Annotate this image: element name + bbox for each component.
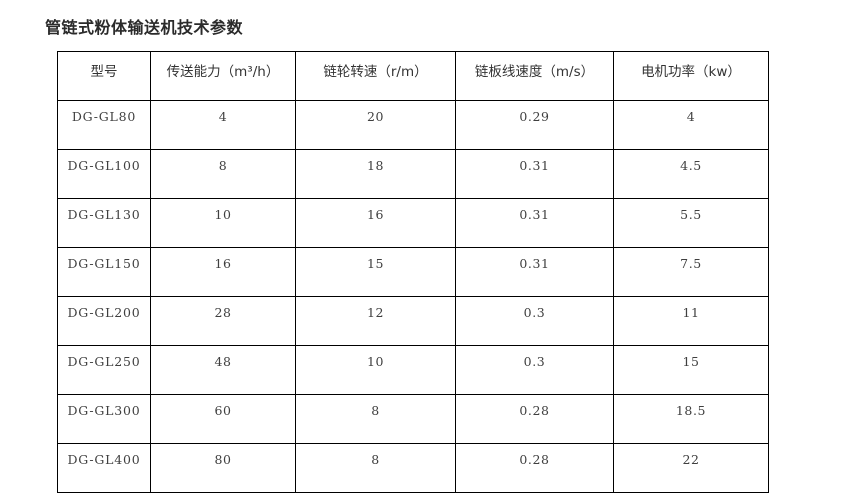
cell-model: DG-GL80 [57, 100, 151, 150]
cell-motor-power: 11 [613, 296, 769, 346]
column-header-model: 型号 [57, 51, 151, 101]
cell-linear-speed: 0.31 [455, 198, 614, 248]
cell-linear-speed: 0.29 [455, 100, 614, 150]
table-row: DG-GL100 8 18 0.31 4.5 [57, 149, 769, 199]
column-header-sprocket-speed: 链轮转速（r/m） [295, 51, 456, 101]
table-row: DG-GL80 4 20 0.29 4 [57, 100, 769, 150]
cell-capacity: 16 [150, 247, 296, 297]
table-row: DG-GL300 60 8 0.28 18.5 [57, 394, 769, 444]
table-row: DG-GL130 10 16 0.31 5.5 [57, 198, 769, 248]
cell-linear-speed: 0.28 [455, 443, 614, 493]
table-row: DG-GL200 28 12 0.3 11 [57, 296, 769, 346]
column-header-capacity: 传送能力（m³/h） [150, 51, 296, 101]
cell-sprocket-speed: 8 [295, 443, 456, 493]
cell-model: DG-GL100 [57, 149, 151, 199]
document-page: 管链式粉体输送机技术参数 型号 传送能力（m³/h） 链轮转速（r/m） 链板线… [45, 18, 769, 493]
spec-table-container: 型号 传送能力（m³/h） 链轮转速（r/m） 链板线速度（m/s） 电机功率（… [57, 51, 769, 493]
cell-model: DG-GL300 [57, 394, 151, 444]
cell-linear-speed: 0.28 [455, 394, 614, 444]
cell-capacity: 48 [150, 345, 296, 395]
cell-capacity: 60 [150, 394, 296, 444]
cell-linear-speed: 0.3 [455, 296, 614, 346]
column-header-linear-speed: 链板线速度（m/s） [455, 51, 614, 101]
cell-sprocket-speed: 18 [295, 149, 456, 199]
cell-motor-power: 22 [613, 443, 769, 493]
cell-model: DG-GL150 [57, 247, 151, 297]
table-row: DG-GL250 48 10 0.3 15 [57, 345, 769, 395]
table-row: DG-GL150 16 15 0.31 7.5 [57, 247, 769, 297]
cell-sprocket-speed: 12 [295, 296, 456, 346]
cell-sprocket-speed: 16 [295, 198, 456, 248]
cell-linear-speed: 0.31 [455, 149, 614, 199]
cell-motor-power: 5.5 [613, 198, 769, 248]
table-row: DG-GL400 80 8 0.28 22 [57, 443, 769, 493]
cell-sprocket-speed: 8 [295, 394, 456, 444]
cell-motor-power: 7.5 [613, 247, 769, 297]
cell-model: DG-GL250 [57, 345, 151, 395]
table-header: 型号 传送能力（m³/h） 链轮转速（r/m） 链板线速度（m/s） 电机功率（… [57, 51, 769, 101]
cell-sprocket-speed: 10 [295, 345, 456, 395]
cell-sprocket-speed: 15 [295, 247, 456, 297]
page-title: 管链式粉体输送机技术参数 [45, 18, 244, 37]
table-header-row: 型号 传送能力（m³/h） 链轮转速（r/m） 链板线速度（m/s） 电机功率（… [57, 51, 769, 101]
cell-motor-power: 4.5 [613, 149, 769, 199]
cell-sprocket-speed: 20 [295, 100, 456, 150]
cell-model: DG-GL400 [57, 443, 151, 493]
cell-capacity: 4 [150, 100, 296, 150]
cell-motor-power: 15 [613, 345, 769, 395]
cell-capacity: 8 [150, 149, 296, 199]
cell-motor-power: 18.5 [613, 394, 769, 444]
cell-model: DG-GL130 [57, 198, 151, 248]
column-header-motor-power: 电机功率（kw） [613, 51, 769, 101]
table-body: DG-GL80 4 20 0.29 4 DG-GL100 8 18 0.31 4… [57, 100, 769, 493]
cell-capacity: 28 [150, 296, 296, 346]
cell-motor-power: 4 [613, 100, 769, 150]
cell-linear-speed: 0.31 [455, 247, 614, 297]
cell-model: DG-GL200 [57, 296, 151, 346]
technical-parameters-table: 型号 传送能力（m³/h） 链轮转速（r/m） 链板线速度（m/s） 电机功率（… [57, 51, 769, 493]
cell-linear-speed: 0.3 [455, 345, 614, 395]
cell-capacity: 10 [150, 198, 296, 248]
cell-capacity: 80 [150, 443, 296, 493]
